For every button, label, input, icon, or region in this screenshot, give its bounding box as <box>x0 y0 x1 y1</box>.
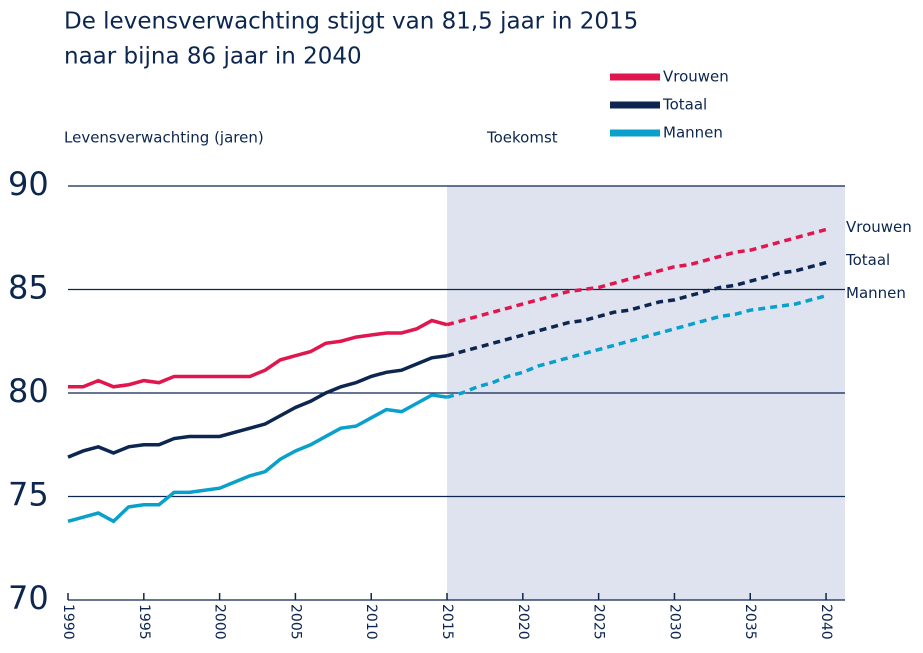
x-tick-label: 2010 <box>363 604 379 640</box>
end-label: Vrouwen <box>846 218 912 236</box>
x-tick-label: 2040 <box>818 604 834 640</box>
legend-swatch <box>610 73 660 81</box>
x-tick-label: 2035 <box>742 604 758 640</box>
series-projection <box>446 227 827 327</box>
y-tick-label: 75 <box>8 476 49 514</box>
series-line <box>68 318 448 389</box>
x-tick-label: 1995 <box>136 604 152 640</box>
chart-title: De levensverwachting stijgt van 81,5 jaa… <box>64 9 638 35</box>
end-label: Mannen <box>846 284 906 302</box>
legend-label: Mannen <box>663 124 723 142</box>
x-tick-label: 2020 <box>515 604 531 640</box>
series-line <box>67 354 448 459</box>
y-tick-label: 90 <box>8 165 49 203</box>
series-projection <box>446 294 827 399</box>
legend-label: Vrouwen <box>663 68 729 86</box>
y-tick-label: 70 <box>8 579 49 617</box>
x-tick-label: 2000 <box>212 604 228 640</box>
projection-label: Toekomst <box>486 129 558 147</box>
series-line <box>67 393 448 524</box>
y-tick-label: 80 <box>8 372 49 410</box>
legend-swatch <box>610 101 660 109</box>
y-axis-label: Levensverwachting (jaren) <box>64 129 264 147</box>
x-tick-label: 2030 <box>666 604 682 640</box>
x-tick-label: 2025 <box>591 604 607 640</box>
x-tick-label: 1990 <box>60 604 76 640</box>
y-tick-label: 85 <box>8 269 49 307</box>
chart-title: naar bijna 86 jaar in 2040 <box>64 44 362 70</box>
end-label: Totaal <box>845 251 890 269</box>
x-tick-label: 2005 <box>287 604 303 640</box>
series-projection <box>446 260 827 358</box>
legend-swatch <box>610 129 660 137</box>
legend-label: Totaal <box>662 96 707 114</box>
x-tick-label: 2015 <box>439 604 455 640</box>
